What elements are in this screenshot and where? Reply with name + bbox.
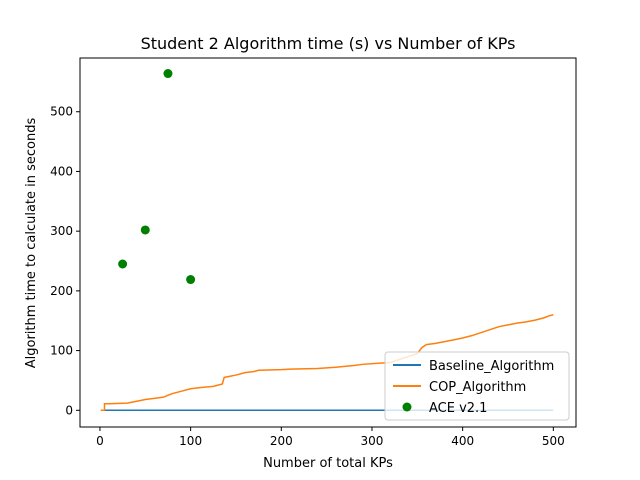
y-tick-label: 100 [50, 344, 73, 358]
scatter-point [163, 69, 173, 79]
x-tick-label: 400 [451, 434, 474, 448]
y-axis-label: Algorithm time to calculate in seconds [24, 118, 39, 369]
legend-label: COP_Algorithm [429, 380, 526, 395]
chart-title: Student 2 Algorithm time (s) vs Number o… [141, 34, 516, 53]
scatter-point [140, 225, 150, 235]
legend-box [384, 351, 570, 421]
y-tick-label: 300 [50, 224, 73, 238]
legend-label: ACE v2.1 [429, 401, 487, 416]
y-tick-label: 200 [50, 284, 73, 298]
x-tick-label: 200 [270, 434, 293, 448]
x-axis: 0 100 200 300 400 500 [96, 427, 565, 448]
axes-frame [79, 57, 577, 428]
x-axis-label: Number of total KPs [263, 456, 393, 471]
x-tick-label: 500 [542, 434, 565, 448]
x-tick-label: 300 [361, 434, 384, 448]
y-tick-label: 0 [65, 403, 73, 417]
y-axis: 0 100 200 300 400 500 [50, 105, 80, 417]
y-tick-label: 500 [50, 105, 73, 119]
scatter-point [186, 275, 196, 285]
y-tick-label: 400 [50, 164, 73, 178]
x-tick-label: 100 [179, 434, 202, 448]
scatter-point [118, 259, 128, 269]
legend: Baseline_Algorithm COP_Algorithm ACE v2.1 [384, 351, 570, 421]
series-line-1 [100, 314, 554, 412]
x-tick-label: 0 [96, 434, 104, 448]
legend-label: Baseline_Algorithm [429, 359, 554, 374]
legend-marker-swatch [402, 402, 412, 412]
